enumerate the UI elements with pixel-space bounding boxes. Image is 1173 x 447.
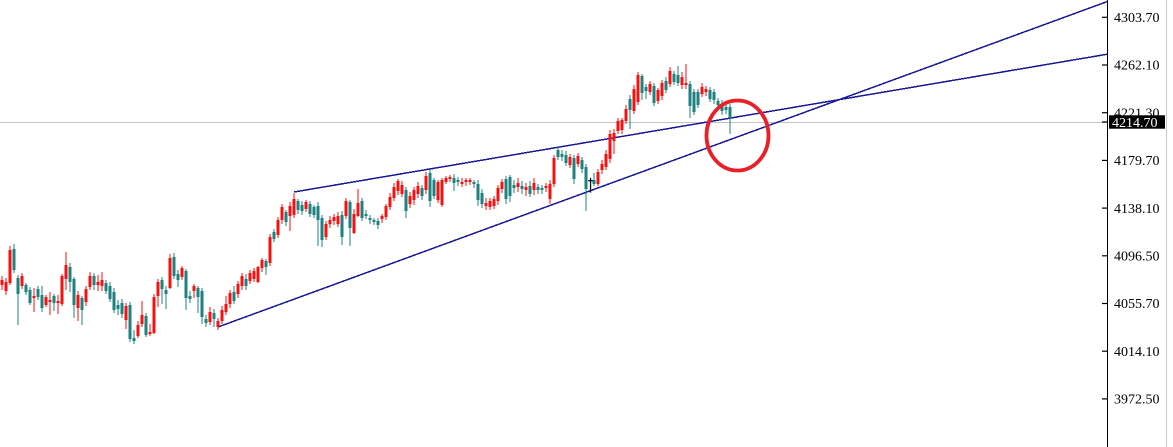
svg-text:4262.10: 4262.10 — [1114, 59, 1160, 74]
svg-text:4096.50: 4096.50 — [1114, 250, 1160, 265]
svg-text:4214.70: 4214.70 — [1112, 116, 1158, 131]
svg-text:4014.10: 4014.10 — [1114, 345, 1160, 360]
svg-text:4303.70: 4303.70 — [1114, 11, 1160, 26]
svg-text:4179.70: 4179.70 — [1114, 154, 1160, 169]
svg-text:4055.70: 4055.70 — [1114, 297, 1160, 312]
svg-text:3972.50: 3972.50 — [1114, 393, 1160, 408]
svg-text:4138.10: 4138.10 — [1114, 202, 1160, 217]
